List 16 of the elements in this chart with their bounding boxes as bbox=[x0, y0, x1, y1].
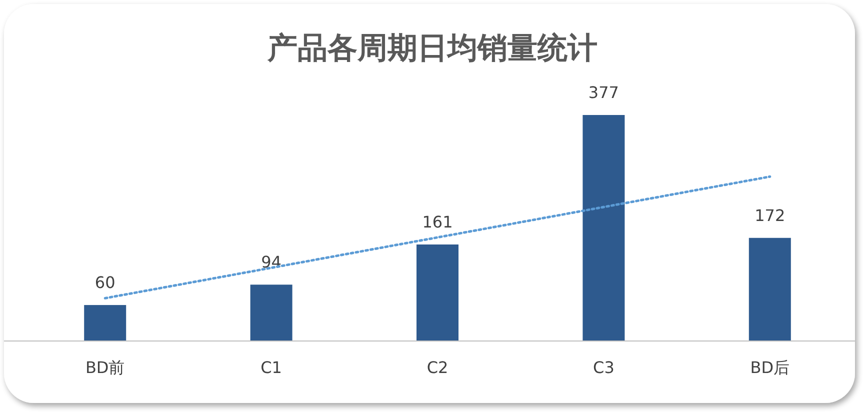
x-tick-label: C1 bbox=[260, 358, 282, 377]
x-tick-label: BD前 bbox=[85, 358, 125, 377]
x-tick-label: C2 bbox=[426, 358, 448, 377]
data-label: 161 bbox=[422, 212, 453, 232]
bar bbox=[748, 238, 791, 341]
data-label: 172 bbox=[754, 206, 786, 225]
x-tick-label: BD后 bbox=[750, 358, 790, 377]
bar bbox=[250, 284, 292, 341]
data-label: 377 bbox=[588, 83, 619, 102]
chart-title: 产品各周期日均销量统计 bbox=[266, 31, 598, 66]
x-tick-label: C3 bbox=[593, 358, 614, 377]
data-label: 94 bbox=[261, 252, 282, 272]
data-label: 60 bbox=[94, 273, 116, 292]
bar bbox=[84, 305, 126, 341]
bar bbox=[416, 244, 458, 341]
bar bbox=[582, 115, 625, 341]
